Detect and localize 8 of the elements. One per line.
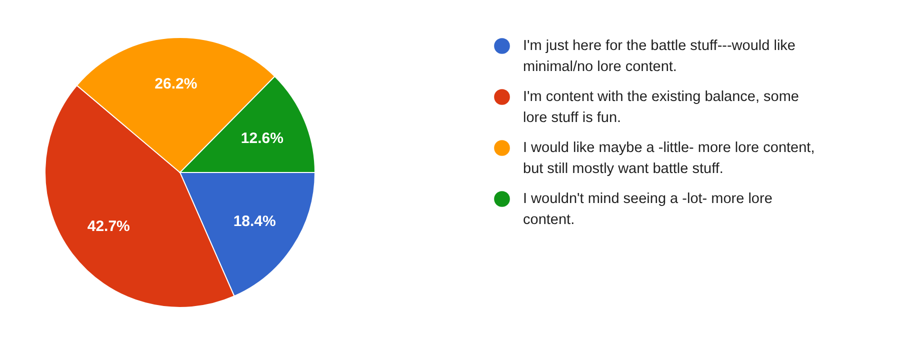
legend-label: I wouldn't mind seeing a -lot- more lore content. <box>523 191 772 228</box>
data-label: 26.2% <box>154 75 198 92</box>
data-label: 42.7% <box>87 218 130 235</box>
legend-label: I'm content with the existing balance, some lore stuff is fun. <box>523 89 799 126</box>
legend-label: I would like maybe a -little- more lore content, but still mostly want battle stuff. <box>523 140 815 177</box>
legend-label: I'm just here for the battle stuff---would like minimal/no lore content. <box>523 38 796 75</box>
data-label: 12.6% <box>240 130 284 148</box>
data-label: 18.4% <box>233 213 276 230</box>
